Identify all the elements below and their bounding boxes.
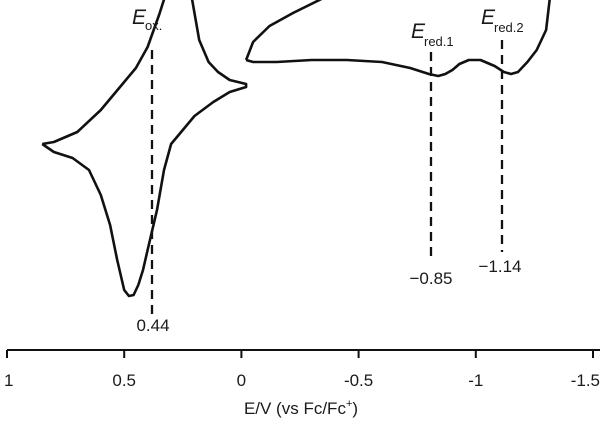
e-ox-value-label: 0.44 bbox=[136, 316, 169, 335]
x-axis-ticks: 1 0.5 0 -0.5 -1 -1.5 bbox=[4, 350, 600, 390]
x-tick-label: 0.5 bbox=[112, 371, 136, 390]
x-tick-label: -1 bbox=[468, 371, 483, 390]
e-red1-symbol: E bbox=[411, 20, 426, 43]
e-red2-symbol: E bbox=[481, 6, 496, 29]
e-red1-value-label: −0.85 bbox=[409, 269, 452, 288]
e-red1-subscript: red.1 bbox=[424, 34, 454, 49]
annotation-e-red1: E red.1 −0.85 bbox=[409, 20, 453, 288]
x-tick-label: -0.5 bbox=[344, 371, 373, 390]
cv-trace-reduction bbox=[244, 0, 551, 78]
e-ox-subscript: ox. bbox=[145, 18, 162, 33]
x-tick-label: 0 bbox=[237, 371, 246, 390]
annotation-e-ox: E ox. 0.44 bbox=[132, 6, 170, 335]
x-axis-title: E/V (vs Fc/Fc+) bbox=[244, 398, 358, 418]
e-red2-subscript: red.2 bbox=[494, 20, 524, 35]
x-tick-label: 1 bbox=[4, 371, 13, 390]
plot-area: E ox. 0.44 E red.1 −0.85 E red.2 −1.14 bbox=[41, 0, 551, 335]
x-tick-label: -1.5 bbox=[571, 371, 600, 390]
annotation-e-red2: E red.2 −1.14 bbox=[478, 6, 523, 276]
e-ox-symbol: E bbox=[132, 6, 147, 29]
x-axis: 1 0.5 0 -0.5 -1 -1.5 E/V (vs Fc/Fc+) bbox=[4, 349, 600, 418]
cv-trace-oxidation bbox=[41, 0, 248, 298]
e-red2-value-label: −1.14 bbox=[478, 257, 521, 276]
